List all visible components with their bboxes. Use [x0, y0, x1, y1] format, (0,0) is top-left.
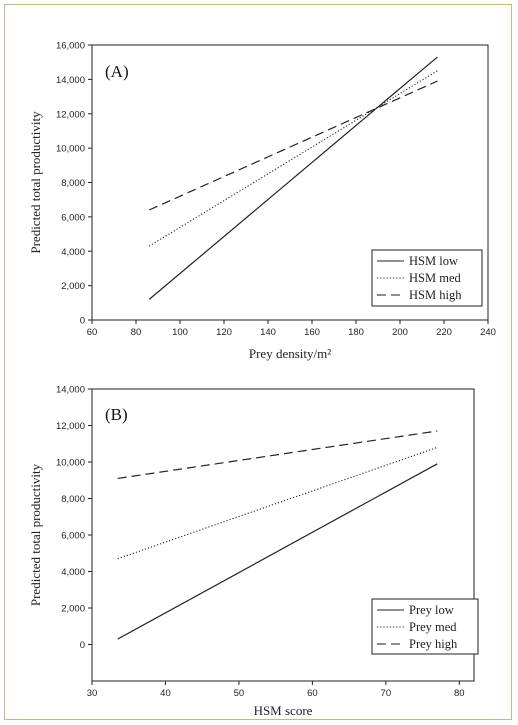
legend-entry: Prey high	[409, 637, 458, 651]
x-tick-label: 200	[392, 327, 408, 338]
y-tick-label: 8,000	[61, 178, 85, 189]
y-axis-label: Predicted total productivity	[28, 463, 43, 606]
y-tick-label: 0	[80, 316, 85, 327]
panel-label: (B)	[105, 405, 128, 424]
legend-entry: HSM med	[409, 271, 461, 285]
x-tick-label: 240	[480, 327, 496, 338]
y-axis-label: Predicted total productivity	[28, 111, 43, 254]
y-tick-label: 10,000	[56, 458, 85, 469]
y-tick-label: 16,000	[56, 41, 85, 52]
legend-entry: Prey low	[409, 603, 454, 617]
y-tick-label: 12,000	[56, 421, 85, 432]
x-tick-label: 70	[381, 688, 392, 699]
x-tick-label: 180	[348, 327, 364, 338]
y-tick-label: 8,000	[61, 494, 85, 505]
y-tick-label: 2,000	[61, 281, 85, 292]
legend-box	[371, 598, 479, 655]
y-tick-label: 4,000	[61, 247, 85, 258]
x-tick-label: 50	[234, 688, 245, 699]
legend-entry: Prey med	[409, 620, 457, 634]
x-tick-label: 60	[87, 327, 98, 338]
x-tick-label: 160	[304, 327, 320, 338]
x-tick-label: 80	[131, 327, 142, 338]
y-tick-label: 6,000	[61, 531, 85, 542]
y-tick-label: 6,000	[61, 212, 85, 223]
y-tick-label: 4,000	[61, 567, 85, 578]
x-tick-label: 100	[172, 327, 188, 338]
chart-panel-1: 60 80 100 120 140 160 180 200 220 240 0 2,000 4,000 6…	[28, 41, 496, 362]
series-line-1	[117, 463, 438, 640]
y-tick-label: 12,000	[56, 109, 85, 120]
y-tick-label: 2,000	[61, 604, 85, 615]
series-line-2	[148, 70, 438, 247]
series-line-3	[148, 80, 438, 211]
x-tick-label: 60	[307, 688, 318, 699]
series-line-3	[117, 430, 438, 480]
legend-entry: HSM low	[409, 254, 458, 268]
series-line-1	[148, 56, 438, 300]
panel-label: (A)	[105, 62, 129, 81]
y-tick-label: 14,000	[56, 385, 85, 396]
x-tick-label: 30	[87, 688, 98, 699]
x-tick-label: 220	[436, 327, 452, 338]
x-tick-label: 120	[216, 327, 232, 338]
x-tick-label: 80	[454, 688, 465, 699]
series-line-2	[117, 446, 438, 560]
y-tick-label: 10,000	[56, 144, 85, 155]
x-tick-label: 40	[160, 688, 171, 699]
chart-panel-2: 30 40 50 60 70 80 0 2,000 4,000 6,000 8,000 10,000 1…	[28, 385, 479, 718]
x-axis-label: Prey density/m²	[249, 346, 331, 361]
legend-entry: HSM high	[409, 288, 462, 302]
y-tick-label: 0	[80, 640, 85, 651]
x-tick-label: 140	[260, 327, 276, 338]
y-tick-label: 14,000	[56, 75, 85, 86]
x-axis-label: HSM score	[254, 703, 313, 718]
